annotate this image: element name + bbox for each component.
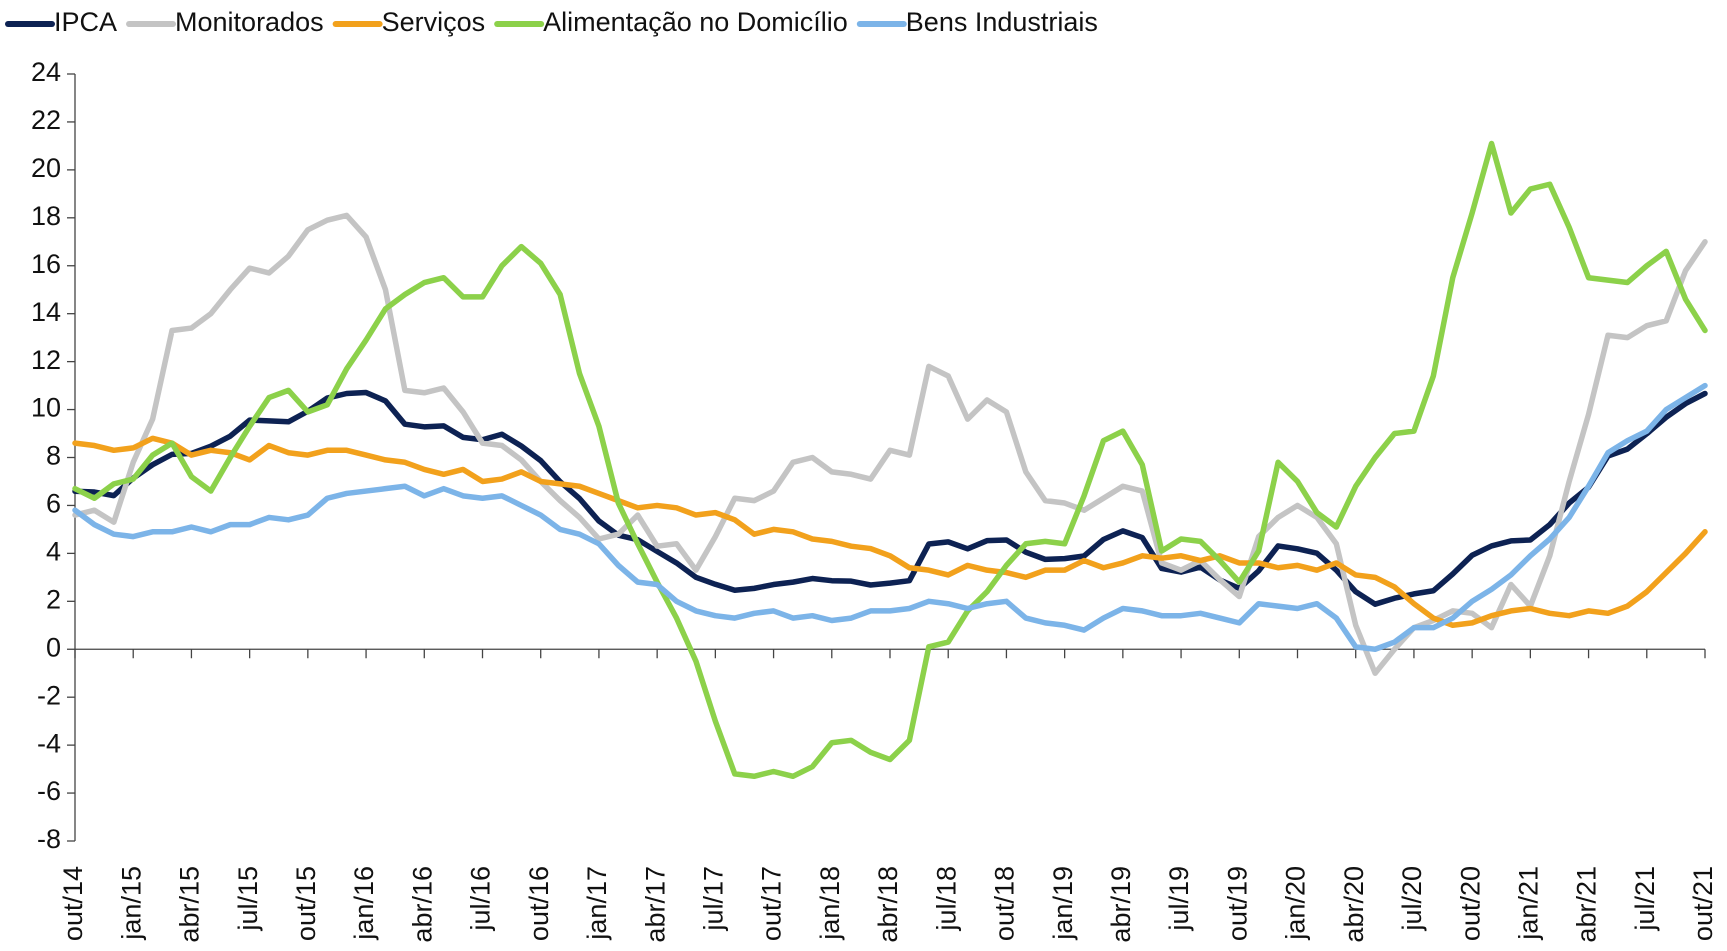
x-tick-label: jan/19: [1048, 866, 1078, 941]
x-tick-label: out/16: [524, 866, 554, 941]
x-tick-label: abr/19: [1106, 866, 1136, 943]
legend-label: IPCA: [54, 7, 117, 37]
x-tick-label: jan/17: [582, 866, 612, 941]
x-tick-label: jul/19: [1164, 866, 1194, 932]
y-tick-label: 24: [31, 57, 61, 87]
line-series: [72, 212, 1708, 676]
x-tick-label: jan/18: [815, 866, 845, 941]
y-tick-label: 0: [46, 632, 61, 662]
line-series: [72, 382, 1708, 652]
legend-label: Serviços: [382, 7, 486, 37]
x-tick-label: out/20: [1455, 866, 1485, 941]
legend-label: Alimentação no Domicílio: [543, 7, 848, 37]
y-tick-label: 10: [31, 393, 61, 423]
x-tick-label: abr/17: [640, 866, 670, 943]
y-tick-label: -2: [37, 680, 61, 710]
y-tick-label: 6: [46, 489, 61, 519]
y-tick-label: -6: [37, 776, 61, 806]
y-tick-label: 4: [46, 537, 61, 567]
y-tick-label: 16: [31, 249, 61, 279]
x-tick-label: jul/17: [698, 866, 728, 932]
x-tick-label: abr/20: [1339, 866, 1369, 943]
x-tick-label: jan/15: [116, 866, 146, 941]
x-tick-label: out/21: [1688, 866, 1718, 941]
y-tick-label: 8: [46, 441, 61, 471]
line-series: [72, 389, 1708, 607]
y-tick-label: 20: [31, 153, 61, 183]
x-tick-label: out/17: [757, 866, 787, 941]
x-tick-label: abr/15: [175, 866, 205, 943]
x-tick-label: abr/16: [407, 866, 437, 943]
x-tick-label: jul/16: [466, 866, 496, 932]
legend-label: Bens Industriais: [906, 7, 1098, 37]
x-tick-label: out/15: [291, 866, 321, 941]
line-series: [72, 435, 1708, 629]
x-tick-label: abr/21: [1572, 866, 1602, 943]
line-series: [72, 140, 1708, 780]
y-tick-label: -8: [37, 824, 61, 854]
y-tick-label: 2: [46, 584, 61, 614]
x-tick-label: jul/20: [1397, 866, 1427, 932]
x-tick-label: jul/21: [1630, 866, 1660, 932]
x-tick-label: jan/20: [1281, 866, 1311, 941]
x-tick-label: out/18: [990, 866, 1020, 941]
x-tick-label: jul/15: [233, 866, 263, 932]
x-tick-label: jul/18: [931, 866, 961, 932]
y-tick-label: 22: [31, 105, 61, 135]
x-tick-label: out/19: [1222, 866, 1252, 941]
y-tick-label: 12: [31, 345, 61, 375]
y-tick-label: 18: [31, 201, 61, 231]
y-tick-label: -4: [37, 728, 61, 758]
legend-label: Monitorados: [175, 7, 324, 37]
x-tick-label: out/14: [58, 866, 88, 941]
x-tick-label: jan/21: [1513, 866, 1543, 941]
y-tick-label: 14: [31, 297, 61, 327]
x-tick-label: abr/18: [873, 866, 903, 943]
x-tick-label: jan/16: [349, 866, 379, 941]
